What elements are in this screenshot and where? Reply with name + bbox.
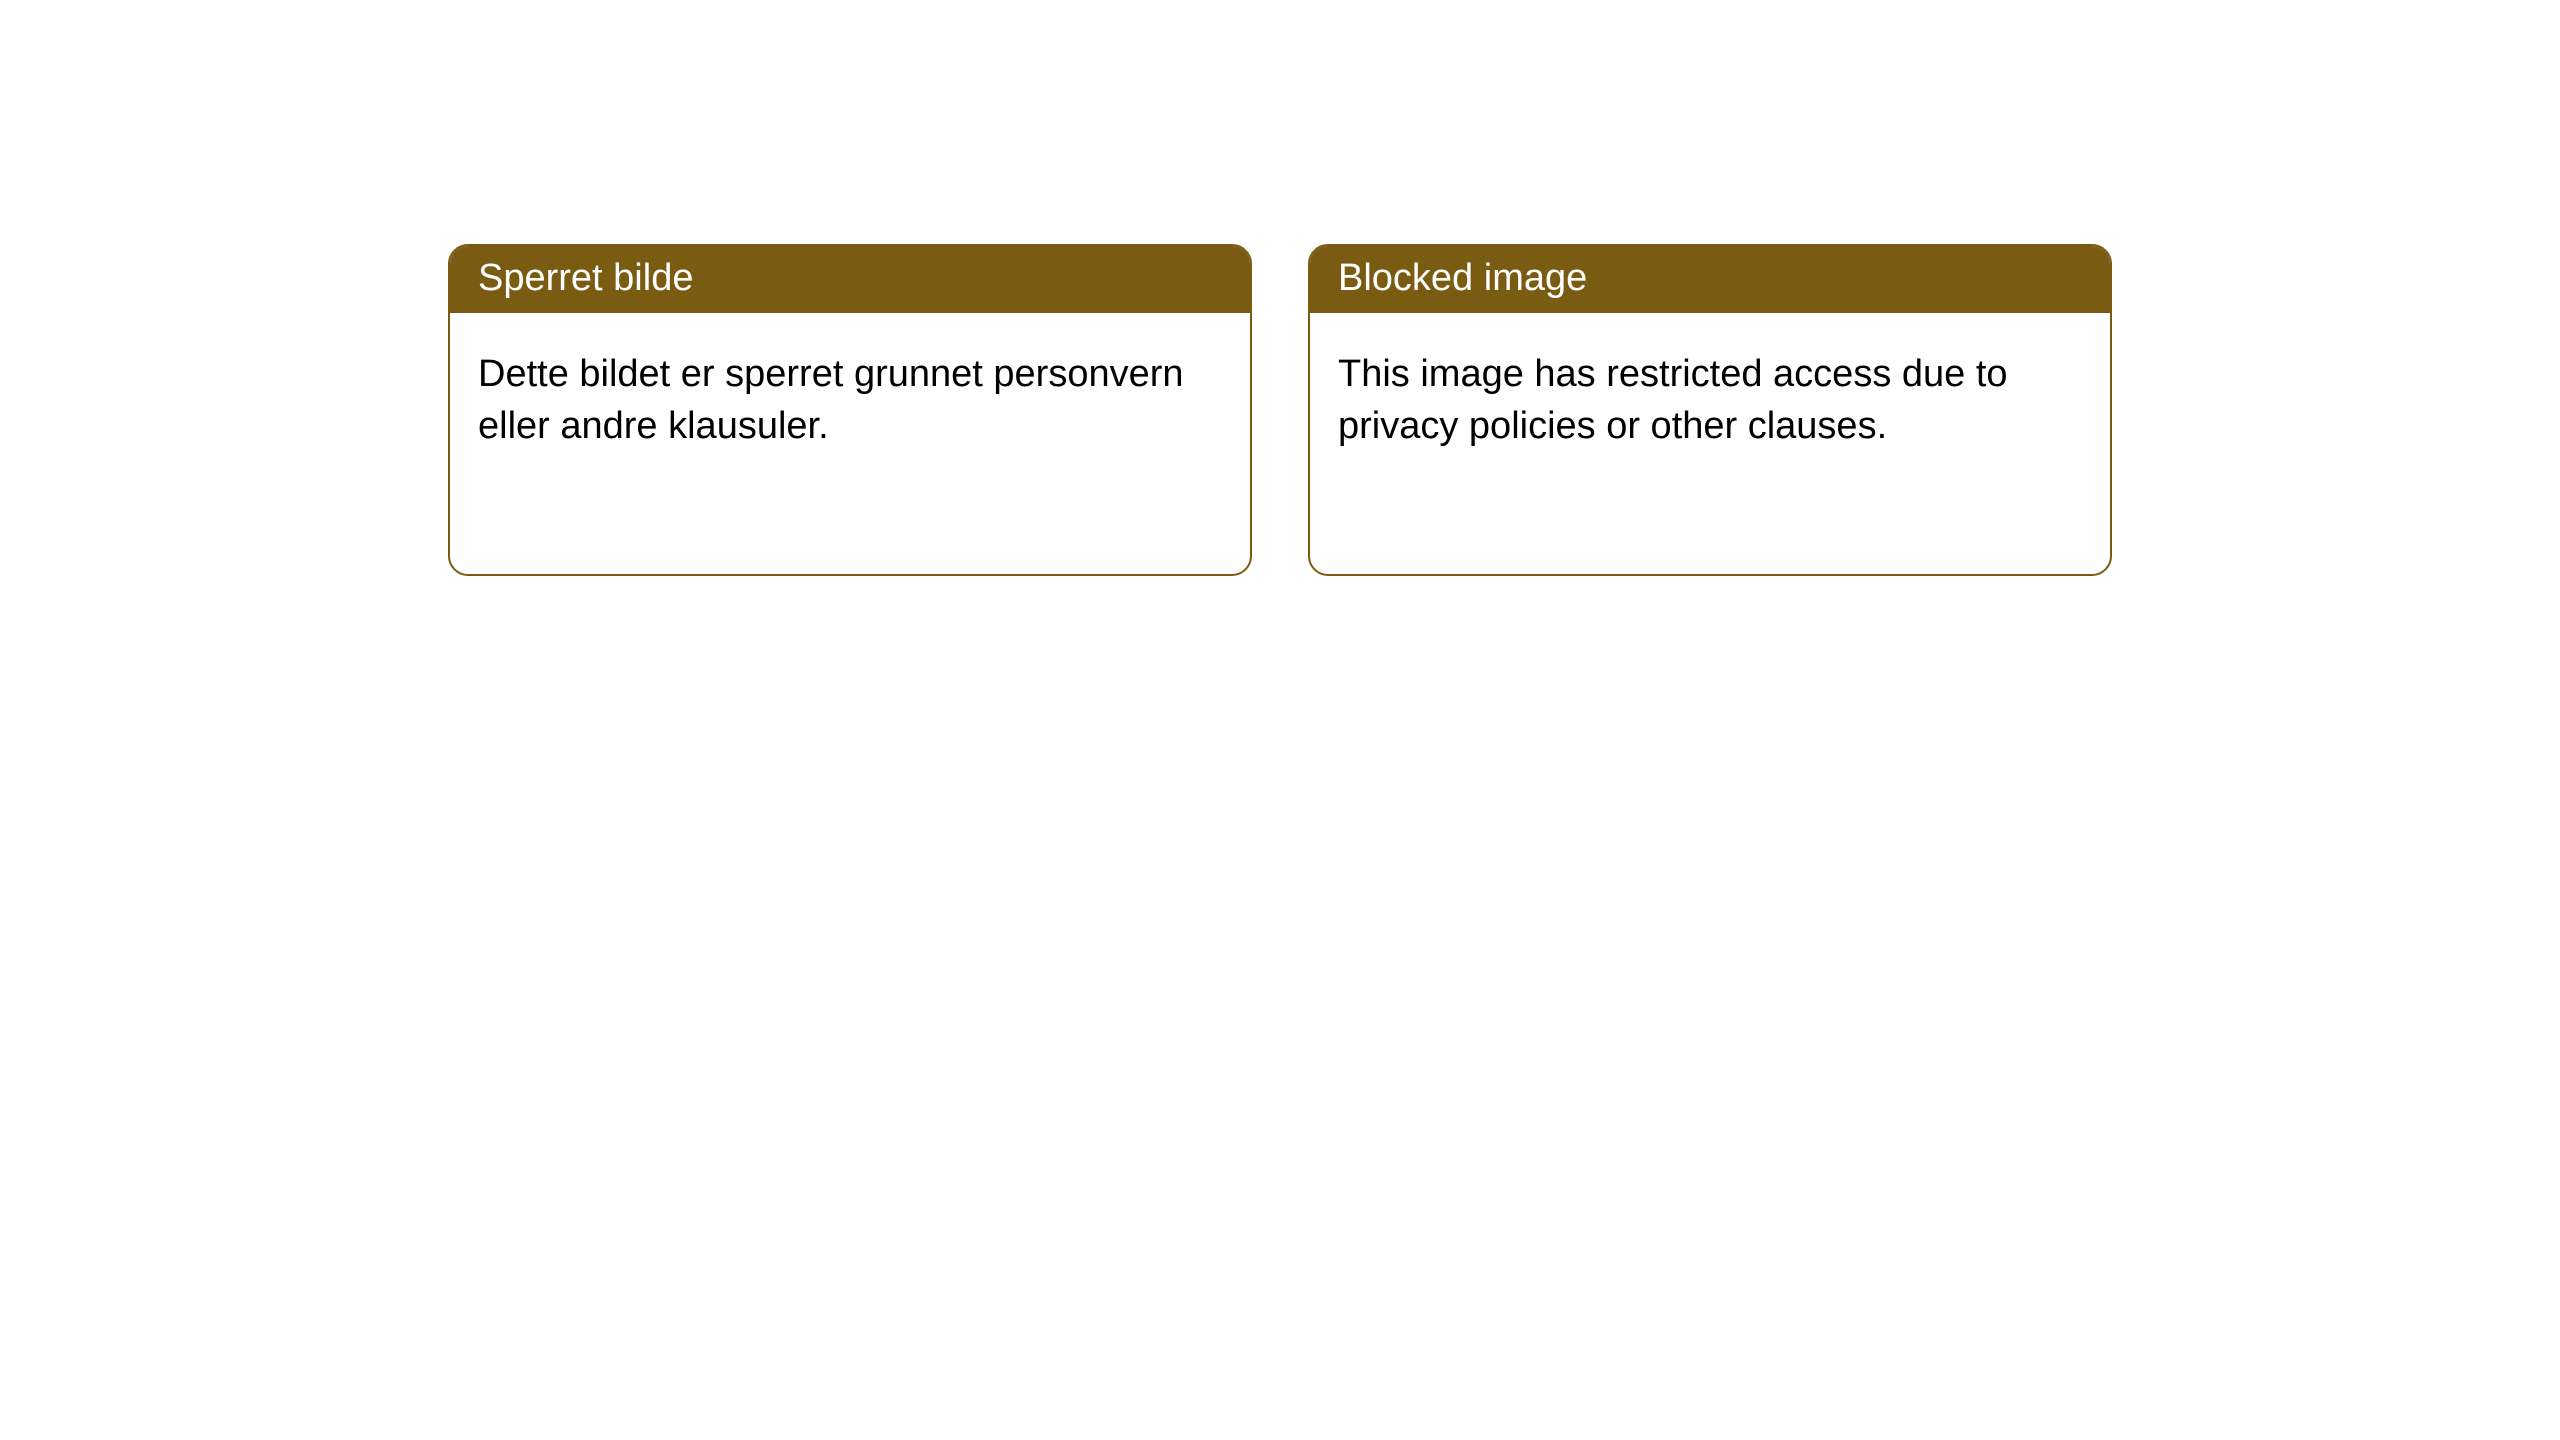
notice-card-english: Blocked image This image has restricted …: [1308, 244, 2112, 576]
notice-card-norwegian: Sperret bilde Dette bildet er sperret gr…: [448, 244, 1252, 576]
notice-body: This image has restricted access due to …: [1310, 313, 2110, 480]
notice-title: Sperret bilde: [450, 246, 1250, 313]
notice-body: Dette bildet er sperret grunnet personve…: [450, 313, 1250, 480]
notice-title: Blocked image: [1310, 246, 2110, 313]
notice-container: Sperret bilde Dette bildet er sperret gr…: [0, 0, 2560, 576]
